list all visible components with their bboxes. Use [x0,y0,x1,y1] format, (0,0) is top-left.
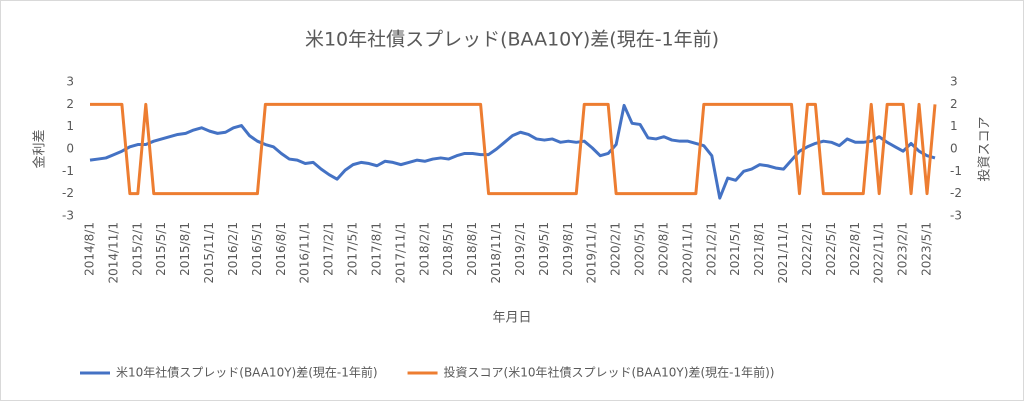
x-tick-label: 2020/5/1 [633,222,647,276]
x-tick-label: 2016/5/1 [250,222,264,276]
x-tick-label: 2015/2/1 [130,222,144,276]
x-tick-label: 2018/2/1 [417,222,431,276]
x-tick-label: 2014/8/1 [83,222,97,276]
legend-label: 米10年社債スプレッド(BAA10Y)差(現在-1年前) [116,365,378,380]
y-tick-label: 3 [66,75,74,89]
x-tick-label: 2023/5/1 [920,222,934,276]
y-axis-title: 金利差 [32,129,48,168]
y-tick-label: -3 [62,209,74,223]
y2-tick-label: 1 [950,119,958,133]
x-tick-label: 2016/8/1 [274,222,288,276]
x-tick-label: 2020/8/1 [656,222,670,276]
x-tick-label: 2022/2/1 [800,222,814,276]
y2-tick-label: -1 [950,164,962,178]
y2-tick-label: -3 [950,209,962,223]
x-tick-label: 2017/8/1 [369,222,383,276]
x-tick-label: 2022/8/1 [848,222,862,276]
y-tick-label: -1 [62,164,74,178]
x-tick-label: 2019/2/1 [513,222,527,276]
x-tick-label: 2019/5/1 [537,222,551,276]
y-tick-label: 0 [66,142,74,156]
y-tick-label: 2 [66,97,74,111]
x-tick-label: 2021/8/1 [752,222,766,276]
legend-label: 投資スコア(米10年社債スプレッド(BAA10Y)差(現在-1年前)) [444,365,775,380]
x-tick-label: 2014/11/1 [106,222,120,284]
x-tick-label: 2018/11/1 [489,222,503,284]
x-tick-label: 2015/11/1 [202,222,216,284]
x-tick-label: 2021/5/1 [728,222,742,276]
y2-tick-label: 0 [950,142,958,156]
y-tick-label: -2 [62,186,74,200]
x-tick-label: 2020/2/1 [609,222,623,276]
x-tick-label: 2015/8/1 [178,222,192,276]
y-tick-label: 1 [66,119,74,133]
x-tick-label: 2017/5/1 [346,222,360,276]
x-axis-title: 年月日 [492,311,531,326]
x-tick-label: 2017/2/1 [322,222,336,276]
y2-axis-title: 投資スコア [977,116,993,181]
series-line [90,102,937,196]
x-tick-label: 2017/11/1 [393,222,407,284]
chart-title: 米10年社債スプレッド(BAA10Y)差(現在-1年前) [305,29,719,51]
x-tick-label: 2016/11/1 [298,222,312,284]
y2-tick-label: 3 [950,75,958,89]
x-tick-label: 2021/2/1 [704,222,718,276]
x-tick-label: 2018/8/1 [465,222,479,276]
x-tick-label: 2019/8/1 [561,222,575,276]
x-tick-label: 2018/5/1 [441,222,455,276]
x-tick-label: 2019/11/1 [585,222,599,284]
series-line [89,103,936,200]
x-tick-label: 2015/5/1 [154,222,168,276]
y2-tick-label: -2 [950,186,962,200]
y2-tick-label: 2 [950,97,958,111]
x-tick-label: 2023/2/1 [896,222,910,276]
x-tick-label: 2022/11/1 [872,222,886,284]
x-tick-label: 2016/2/1 [226,222,240,276]
x-tick-label: 2021/11/1 [776,222,790,284]
x-tick-label: 2022/5/1 [824,222,838,276]
x-tick-label: 2020/11/1 [680,222,694,284]
